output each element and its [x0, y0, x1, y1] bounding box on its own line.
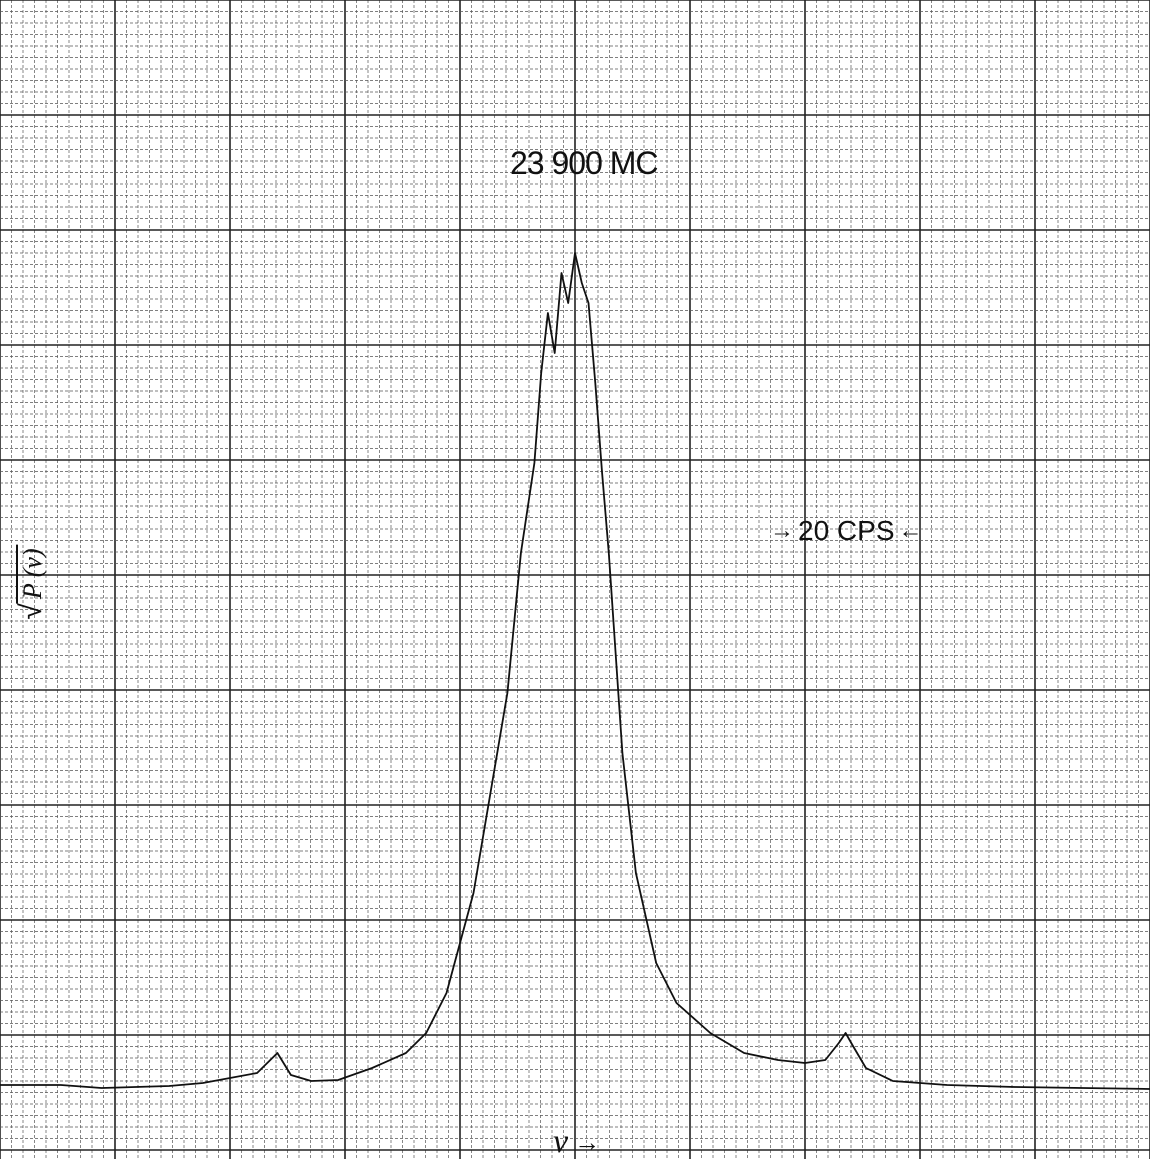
x-axis-label-text: ν — [553, 1123, 569, 1160]
peak-frequency-annotation: 23 900 MC — [510, 145, 659, 181]
x-axis-arrow-icon: → — [574, 1126, 601, 1157]
square-root-icon: √ — [15, 603, 48, 620]
span-arrow-right-icon: ← — [898, 517, 923, 544]
y-axis-label: √ P (ν) — [15, 544, 49, 620]
y-axis-label-text: P (ν) — [16, 544, 48, 604]
resonance-curve-line — [0, 252, 1150, 1090]
span-arrow-left-icon: → — [770, 517, 794, 544]
span-label: 20 CPS — [798, 515, 895, 546]
x-axis-label: ν → — [553, 1123, 600, 1161]
span-annotation: → 20 CPS ← — [770, 514, 923, 548]
